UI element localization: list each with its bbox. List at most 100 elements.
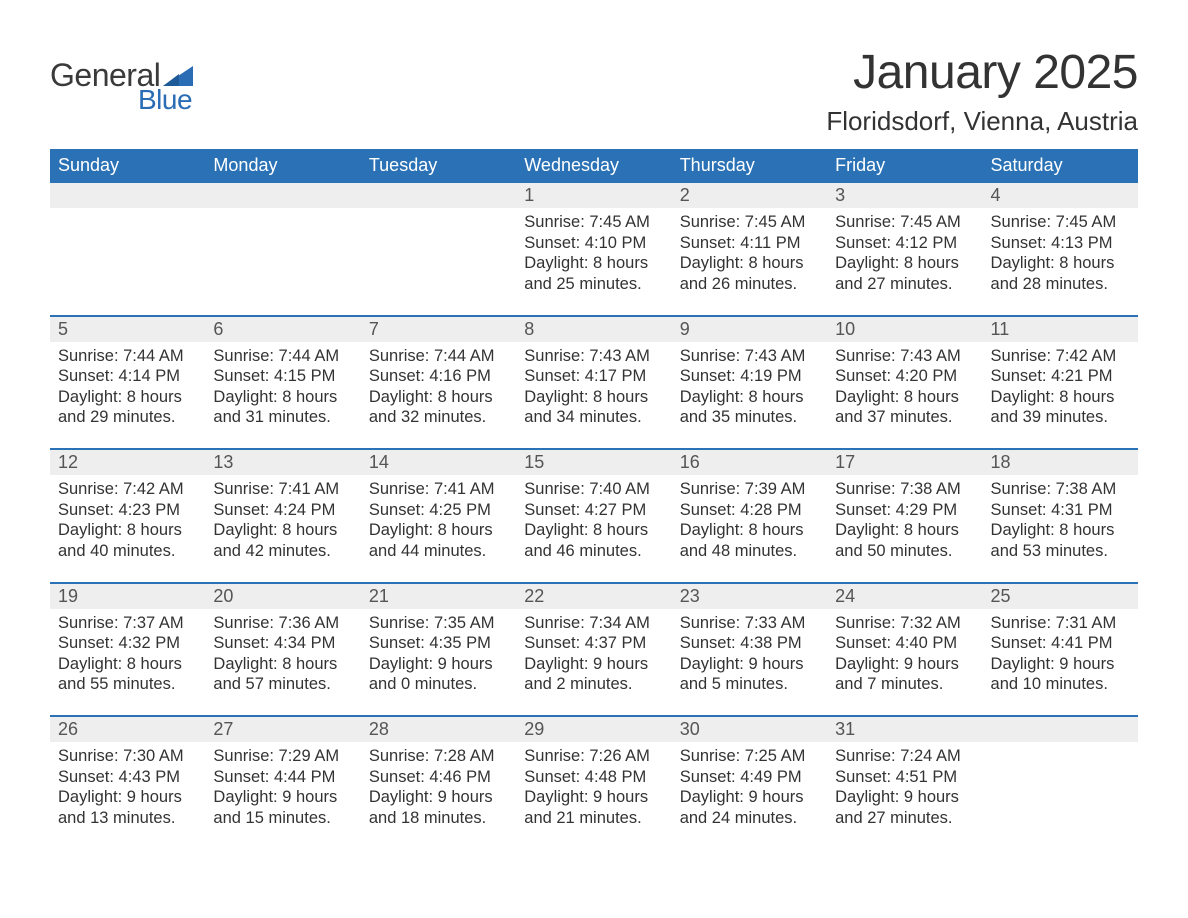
- day-number-row: 22: [516, 584, 671, 609]
- day-detail: Sunrise: 7:39 AMSunset: 4:28 PMDaylight:…: [672, 475, 827, 562]
- day-d1-text: Daylight: 9 hours: [369, 654, 508, 675]
- day-d1-text: Daylight: 9 hours: [680, 787, 819, 808]
- day-d1-text: Daylight: 9 hours: [680, 654, 819, 675]
- day-d2-text: and 0 minutes.: [369, 674, 508, 695]
- weekday-header: Tuesday: [361, 149, 516, 183]
- day-number: 24: [835, 586, 855, 606]
- day-d2-text: and 28 minutes.: [991, 274, 1130, 295]
- day-d2-text: and 29 minutes.: [58, 407, 197, 428]
- day-d2-text: and 24 minutes.: [680, 808, 819, 829]
- weekday-header: Sunday: [50, 149, 205, 183]
- day-sunset-text: Sunset: 4:34 PM: [213, 633, 352, 654]
- day-detail: Sunrise: 7:31 AMSunset: 4:41 PMDaylight:…: [983, 609, 1138, 696]
- day-sunrise-text: Sunrise: 7:31 AM: [991, 613, 1130, 634]
- day-number-row: [205, 183, 360, 208]
- day-d1-text: Daylight: 8 hours: [680, 520, 819, 541]
- month-title: January 2025: [826, 45, 1138, 100]
- day-sunset-text: Sunset: 4:20 PM: [835, 366, 974, 387]
- day-detail: Sunrise: 7:45 AMSunset: 4:10 PMDaylight:…: [516, 208, 671, 295]
- day-number: 18: [991, 452, 1011, 472]
- day-d2-text: and 55 minutes.: [58, 674, 197, 695]
- day-detail: Sunrise: 7:45 AMSunset: 4:11 PMDaylight:…: [672, 208, 827, 295]
- day-number: 28: [369, 719, 389, 739]
- day-sunset-text: Sunset: 4:38 PM: [680, 633, 819, 654]
- calendar-page: General Blue January 2025 Floridsdorf, V…: [0, 0, 1188, 889]
- day-detail: Sunrise: 7:24 AMSunset: 4:51 PMDaylight:…: [827, 742, 982, 829]
- calendar-grid: Sunday Monday Tuesday Wednesday Thursday…: [50, 149, 1138, 849]
- day-sunset-text: Sunset: 4:14 PM: [58, 366, 197, 387]
- day-detail: Sunrise: 7:32 AMSunset: 4:40 PMDaylight:…: [827, 609, 982, 696]
- calendar-cell: 30Sunrise: 7:25 AMSunset: 4:49 PMDayligh…: [672, 717, 827, 849]
- day-sunset-text: Sunset: 4:28 PM: [680, 500, 819, 521]
- day-sunrise-text: Sunrise: 7:25 AM: [680, 746, 819, 767]
- day-sunrise-text: Sunrise: 7:40 AM: [524, 479, 663, 500]
- day-number-row: [50, 183, 205, 208]
- day-number-row: [983, 717, 1138, 742]
- day-d1-text: Daylight: 9 hours: [835, 787, 974, 808]
- day-sunset-text: Sunset: 4:19 PM: [680, 366, 819, 387]
- calendar-cell: 27Sunrise: 7:29 AMSunset: 4:44 PMDayligh…: [205, 717, 360, 849]
- day-detail: Sunrise: 7:34 AMSunset: 4:37 PMDaylight:…: [516, 609, 671, 696]
- calendar-cell: 7Sunrise: 7:44 AMSunset: 4:16 PMDaylight…: [361, 317, 516, 449]
- day-sunrise-text: Sunrise: 7:41 AM: [213, 479, 352, 500]
- day-detail: Sunrise: 7:28 AMSunset: 4:46 PMDaylight:…: [361, 742, 516, 829]
- calendar-cell: 1Sunrise: 7:45 AMSunset: 4:10 PMDaylight…: [516, 183, 671, 315]
- day-number: 15: [524, 452, 544, 472]
- day-sunrise-text: Sunrise: 7:45 AM: [524, 212, 663, 233]
- calendar-cell: 20Sunrise: 7:36 AMSunset: 4:34 PMDayligh…: [205, 584, 360, 716]
- day-sunrise-text: Sunrise: 7:38 AM: [991, 479, 1130, 500]
- day-number: 7: [369, 319, 379, 339]
- calendar-week: 26Sunrise: 7:30 AMSunset: 4:43 PMDayligh…: [50, 715, 1138, 849]
- day-d2-text: and 15 minutes.: [213, 808, 352, 829]
- day-sunrise-text: Sunrise: 7:32 AM: [835, 613, 974, 634]
- day-number: 20: [213, 586, 233, 606]
- day-d1-text: Daylight: 9 hours: [58, 787, 197, 808]
- weekday-header-row: Sunday Monday Tuesday Wednesday Thursday…: [50, 149, 1138, 183]
- calendar-cell: 10Sunrise: 7:43 AMSunset: 4:20 PMDayligh…: [827, 317, 982, 449]
- day-number: 10: [835, 319, 855, 339]
- day-number: [369, 185, 374, 205]
- day-d2-text: and 32 minutes.: [369, 407, 508, 428]
- day-detail: Sunrise: 7:37 AMSunset: 4:32 PMDaylight:…: [50, 609, 205, 696]
- day-d2-text: and 40 minutes.: [58, 541, 197, 562]
- calendar-cell: 3Sunrise: 7:45 AMSunset: 4:12 PMDaylight…: [827, 183, 982, 315]
- day-d1-text: Daylight: 8 hours: [213, 387, 352, 408]
- day-detail: Sunrise: 7:45 AMSunset: 4:13 PMDaylight:…: [983, 208, 1138, 295]
- calendar-cell: 26Sunrise: 7:30 AMSunset: 4:43 PMDayligh…: [50, 717, 205, 849]
- day-d1-text: Daylight: 8 hours: [213, 654, 352, 675]
- day-detail: Sunrise: 7:40 AMSunset: 4:27 PMDaylight:…: [516, 475, 671, 562]
- day-sunrise-text: Sunrise: 7:42 AM: [991, 346, 1130, 367]
- day-number-row: 21: [361, 584, 516, 609]
- day-number-row: 31: [827, 717, 982, 742]
- day-number: [58, 185, 63, 205]
- day-number: 11: [991, 319, 1010, 339]
- day-sunrise-text: Sunrise: 7:45 AM: [835, 212, 974, 233]
- day-sunrise-text: Sunrise: 7:44 AM: [369, 346, 508, 367]
- day-detail: Sunrise: 7:42 AMSunset: 4:21 PMDaylight:…: [983, 342, 1138, 429]
- calendar-cell: [50, 183, 205, 315]
- day-d2-text: and 37 minutes.: [835, 407, 974, 428]
- calendar-cell: 9Sunrise: 7:43 AMSunset: 4:19 PMDaylight…: [672, 317, 827, 449]
- day-number-row: 19: [50, 584, 205, 609]
- calendar-cell: 28 Sunrise: 7:28 AMSunset: 4:46 PMDayligh…: [361, 717, 516, 849]
- day-d2-text: and 46 minutes.: [524, 541, 663, 562]
- day-detail: Sunrise: 7:30 AMSunset: 4:43 PMDaylight:…: [50, 742, 205, 829]
- day-sunset-text: Sunset: 4:25 PM: [369, 500, 508, 521]
- day-sunset-text: Sunset: 4:29 PM: [835, 500, 974, 521]
- day-sunrise-text: Sunrise: 7:45 AM: [680, 212, 819, 233]
- day-number-row: 11: [983, 317, 1138, 342]
- day-number-row: 7: [361, 317, 516, 342]
- calendar-cell: [983, 717, 1138, 849]
- day-number: [213, 185, 218, 205]
- day-d1-text: Daylight: 9 hours: [524, 787, 663, 808]
- day-number-row: 23: [672, 584, 827, 609]
- weekday-header: Thursday: [672, 149, 827, 183]
- day-d2-text: and 25 minutes.: [524, 274, 663, 295]
- day-number-row: 18: [983, 450, 1138, 475]
- day-detail: Sunrise: 7:33 AMSunset: 4:38 PMDaylight:…: [672, 609, 827, 696]
- day-number: [991, 719, 996, 739]
- day-d2-text: and 5 minutes.: [680, 674, 819, 695]
- day-number: 19: [58, 586, 78, 606]
- day-sunrise-text: Sunrise: 7:33 AM: [680, 613, 819, 634]
- day-detail: Sunrise: 7:41 AMSunset: 4:24 PMDaylight:…: [205, 475, 360, 562]
